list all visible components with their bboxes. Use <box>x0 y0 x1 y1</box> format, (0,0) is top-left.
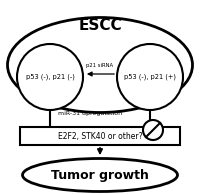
Text: p53 (-), p21 (+): p53 (-), p21 (+) <box>124 74 176 80</box>
Text: p21 siRNA: p21 siRNA <box>86 63 114 68</box>
FancyBboxPatch shape <box>20 127 180 145</box>
Circle shape <box>17 44 83 110</box>
Text: ESCC: ESCC <box>78 18 122 33</box>
Text: Tumor growth: Tumor growth <box>51 168 149 182</box>
Text: E2F2, STK40 or other?: E2F2, STK40 or other? <box>58 131 142 141</box>
Text: p53 (-), p21 (-): p53 (-), p21 (-) <box>26 74 74 80</box>
Circle shape <box>117 44 183 110</box>
Ellipse shape <box>22 159 178 191</box>
Ellipse shape <box>8 18 192 113</box>
Text: miR-31 upregulation: miR-31 upregulation <box>58 111 122 115</box>
Circle shape <box>143 120 163 140</box>
